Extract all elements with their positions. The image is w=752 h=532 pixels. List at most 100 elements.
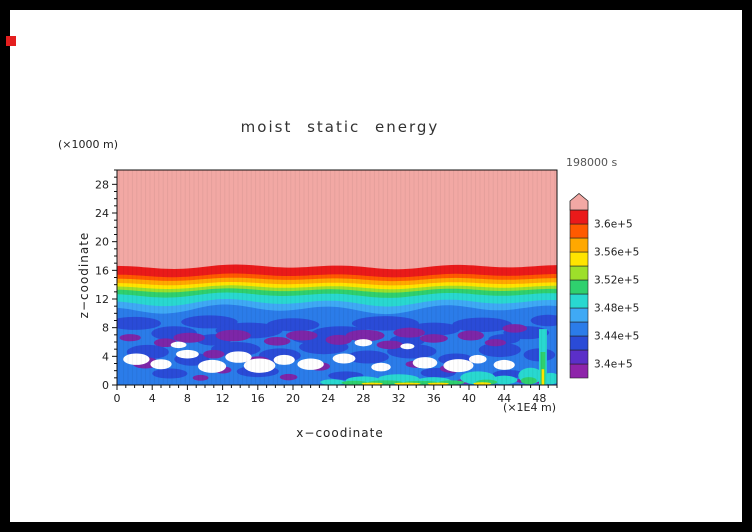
red-marker — [6, 36, 16, 46]
x-tick-label: 8 — [184, 392, 191, 405]
purple-minima — [119, 334, 141, 342]
white-holes — [273, 354, 295, 365]
field-layers — [117, 170, 557, 385]
colorbar-cell — [569, 251, 589, 267]
white-holes — [170, 341, 187, 349]
x-tick-label: 40 — [462, 392, 476, 405]
y-tick-label: 0 — [102, 379, 109, 392]
purple-minima — [215, 329, 251, 342]
white-holes — [150, 359, 172, 370]
colorbar-cell — [569, 307, 589, 323]
x-tick-label: 12 — [216, 392, 230, 405]
colorbar-label: 3.48e+5 — [594, 303, 639, 315]
purple-minima — [484, 339, 506, 347]
white-holes — [123, 353, 150, 365]
white-holes — [400, 343, 415, 350]
dark-blue-eddies — [346, 350, 389, 364]
dark-blue-eddies — [452, 317, 513, 332]
x-tick-label: 48 — [532, 392, 546, 405]
colorbar-cell — [569, 363, 589, 379]
dark-blue-eddies — [478, 342, 521, 358]
purple-minima — [393, 327, 425, 338]
purple-minima — [502, 324, 528, 333]
colorbar-cell — [569, 209, 589, 225]
x-tick-label: 24 — [321, 392, 335, 405]
colorbar-label: 3.52e+5 — [594, 275, 639, 287]
white-holes — [469, 354, 487, 364]
cyan-surface-patches — [320, 379, 345, 385]
y-tick-label: 20 — [95, 236, 109, 249]
timestamp-label: 198000 s — [566, 156, 618, 169]
y-tick-label: 28 — [95, 178, 109, 191]
colorbar-cell — [569, 279, 589, 295]
white-holes — [297, 358, 324, 370]
x-tick-label: 28 — [356, 392, 370, 405]
colorbar-cell — [569, 349, 589, 365]
chart-title: moist static energy — [240, 118, 440, 136]
colorbar-label: 3.4e+5 — [594, 359, 633, 371]
white-holes — [371, 362, 391, 372]
colorbar-cell — [569, 237, 589, 253]
purple-minima — [173, 332, 205, 343]
purple-minima — [263, 336, 291, 346]
colorbar-label: 3.56e+5 — [594, 247, 639, 259]
colorbar-label: 3.44e+5 — [594, 331, 639, 343]
dark-blue-eddies — [152, 368, 188, 379]
dark-blue-eddies — [181, 315, 238, 329]
x-tick-label: 32 — [392, 392, 406, 405]
purple-minima — [345, 329, 385, 342]
white-holes — [443, 359, 474, 373]
green-surface-streaks — [341, 380, 368, 385]
white-holes — [243, 358, 276, 373]
colorbar-cell — [569, 335, 589, 351]
y-tick-label: 12 — [95, 293, 109, 306]
dark-blue-eddies — [352, 316, 419, 331]
y-tick-label: 24 — [95, 207, 109, 220]
x-tick-label: 44 — [497, 392, 511, 405]
purple-minima — [203, 349, 225, 359]
x-tick-label: 4 — [149, 392, 156, 405]
plume-segment — [540, 352, 546, 385]
white-holes — [176, 349, 199, 359]
yellow-surface-streaks — [473, 382, 492, 385]
white-holes — [332, 353, 356, 364]
y-tick-label: 4 — [102, 350, 109, 363]
purple-minima — [325, 334, 352, 345]
colorbar-cell — [569, 265, 589, 281]
purple-minima — [457, 330, 484, 341]
x-axis-title: x−coodinate — [296, 426, 384, 440]
colorbar-label: 3.6e+5 — [594, 219, 633, 231]
purple-minima — [192, 374, 209, 381]
plume-segment — [541, 369, 545, 385]
colorbar-cap — [569, 192, 589, 211]
colorbar-cell — [569, 321, 589, 337]
cyan-surface-patches — [491, 375, 518, 385]
y-axis-unit-label: (×1000 m) — [58, 138, 119, 151]
dark-blue-eddies — [117, 316, 161, 330]
white-holes — [354, 339, 373, 347]
x-tick-label: 36 — [427, 392, 441, 405]
purple-minima — [376, 340, 403, 350]
white-holes — [493, 359, 515, 370]
x-axis-unit-label: (×1E4 m) — [503, 401, 556, 414]
green-surface-streaks — [520, 377, 537, 385]
yellow-surface-streaks — [427, 382, 449, 385]
colorbar-cell — [569, 293, 589, 309]
purple-minima — [279, 373, 298, 381]
yellow-surface-streaks — [394, 382, 421, 385]
x-tick-label: 16 — [251, 392, 265, 405]
x-tick-label: 0 — [114, 392, 121, 405]
purple-minima — [286, 330, 318, 341]
y-tick-label: 16 — [95, 264, 109, 277]
white-holes — [225, 351, 252, 363]
y-tick-label: 8 — [102, 322, 109, 335]
colorbar-cell — [569, 223, 589, 239]
contour-plot: 0 4 8 12 16 20 24 28 32 36 40 44 4804812162024283.6e… — [95, 169, 639, 405]
dark-blue-eddies — [530, 314, 557, 327]
dark-blue-eddies — [266, 318, 320, 332]
x-tick-label: 20 — [286, 392, 300, 405]
plot-canvas: moist static energy (×1000 m) 198000 s z… — [10, 10, 742, 522]
yellow-surface-streaks — [361, 382, 383, 385]
white-holes — [197, 359, 227, 373]
white-holes — [412, 357, 438, 369]
